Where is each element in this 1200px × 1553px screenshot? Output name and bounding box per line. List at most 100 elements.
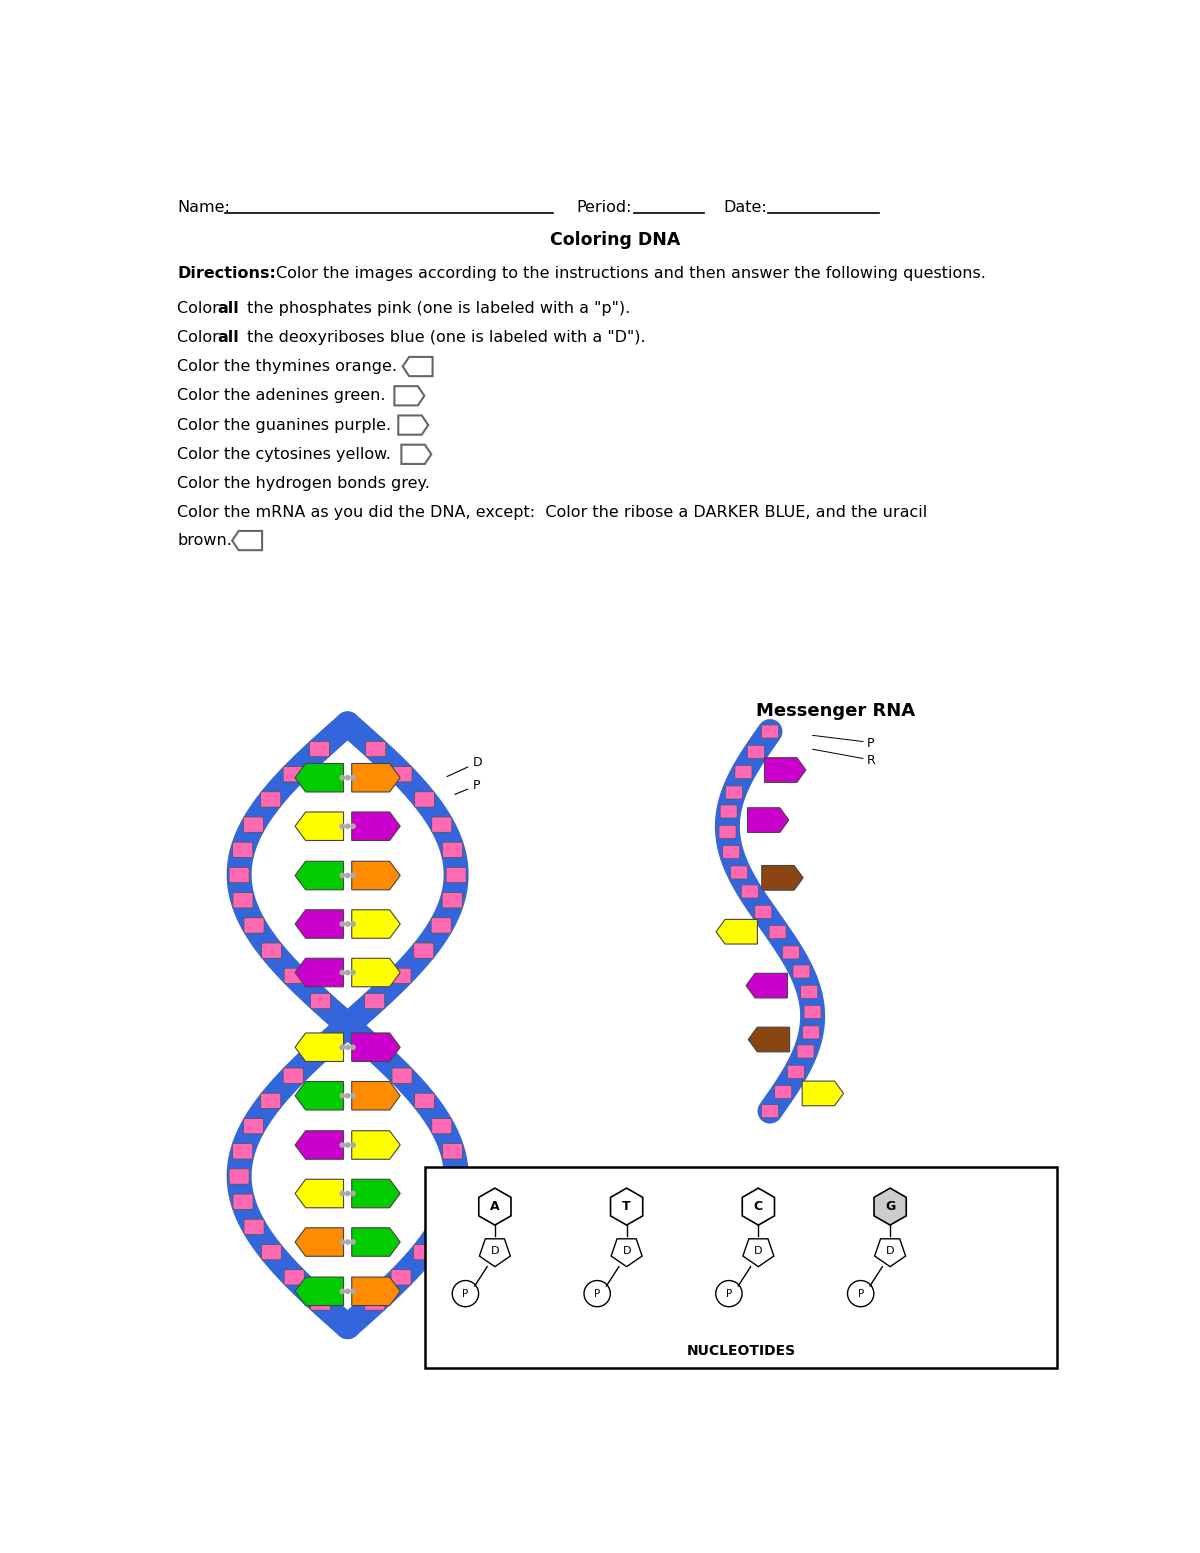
FancyBboxPatch shape xyxy=(283,1068,304,1084)
FancyBboxPatch shape xyxy=(720,804,737,818)
FancyBboxPatch shape xyxy=(366,1042,386,1058)
FancyBboxPatch shape xyxy=(311,1295,331,1311)
FancyBboxPatch shape xyxy=(800,985,817,999)
Polygon shape xyxy=(716,919,757,944)
Text: P: P xyxy=(462,1289,468,1298)
FancyBboxPatch shape xyxy=(284,1270,305,1284)
Circle shape xyxy=(340,1093,344,1098)
FancyBboxPatch shape xyxy=(731,867,748,879)
Text: Period:: Period: xyxy=(576,200,631,216)
FancyBboxPatch shape xyxy=(804,1005,821,1019)
Circle shape xyxy=(340,1289,344,1294)
Circle shape xyxy=(340,1239,344,1244)
Circle shape xyxy=(340,775,344,780)
FancyBboxPatch shape xyxy=(755,905,772,918)
Text: Color the images according to the instructions and then answer the following que: Color the images according to the instru… xyxy=(276,266,986,281)
FancyBboxPatch shape xyxy=(726,786,743,798)
Circle shape xyxy=(350,1045,355,1050)
Circle shape xyxy=(346,1093,349,1098)
FancyBboxPatch shape xyxy=(391,968,412,983)
FancyBboxPatch shape xyxy=(443,842,463,857)
FancyBboxPatch shape xyxy=(414,1093,434,1109)
FancyBboxPatch shape xyxy=(742,885,758,898)
Polygon shape xyxy=(403,357,432,376)
Polygon shape xyxy=(352,764,401,792)
Text: P: P xyxy=(455,780,481,795)
Circle shape xyxy=(346,971,349,975)
FancyBboxPatch shape xyxy=(734,766,752,778)
FancyBboxPatch shape xyxy=(414,943,434,958)
Polygon shape xyxy=(295,1277,343,1306)
Circle shape xyxy=(346,922,349,926)
Polygon shape xyxy=(743,1188,774,1225)
Polygon shape xyxy=(352,862,401,890)
FancyBboxPatch shape xyxy=(775,1086,792,1098)
FancyBboxPatch shape xyxy=(310,1042,330,1058)
Circle shape xyxy=(350,825,355,828)
FancyBboxPatch shape xyxy=(284,968,305,983)
FancyBboxPatch shape xyxy=(442,893,462,909)
FancyBboxPatch shape xyxy=(229,1169,250,1185)
FancyBboxPatch shape xyxy=(425,1166,1057,1368)
Circle shape xyxy=(346,1239,349,1244)
Polygon shape xyxy=(295,1131,343,1159)
FancyBboxPatch shape xyxy=(414,1244,434,1259)
FancyBboxPatch shape xyxy=(762,1104,779,1118)
Polygon shape xyxy=(352,1033,401,1061)
FancyBboxPatch shape xyxy=(366,741,386,756)
Circle shape xyxy=(452,1281,479,1306)
Polygon shape xyxy=(352,1228,401,1256)
Text: Color: Color xyxy=(178,301,224,315)
Circle shape xyxy=(346,1143,349,1148)
Polygon shape xyxy=(875,1239,906,1267)
Circle shape xyxy=(340,873,344,877)
Text: brown.: brown. xyxy=(178,533,232,548)
Polygon shape xyxy=(395,387,425,405)
FancyBboxPatch shape xyxy=(244,1219,264,1235)
Text: Directions:: Directions: xyxy=(178,266,276,281)
FancyBboxPatch shape xyxy=(782,946,799,958)
FancyBboxPatch shape xyxy=(391,1270,412,1284)
Text: the deoxyriboses blue (one is labeled with a "D").: the deoxyriboses blue (one is labeled wi… xyxy=(242,329,646,345)
Text: P: P xyxy=(866,736,875,750)
Text: all: all xyxy=(217,329,239,345)
Text: D: D xyxy=(623,1246,631,1256)
Circle shape xyxy=(340,922,344,926)
FancyBboxPatch shape xyxy=(432,1118,452,1134)
FancyBboxPatch shape xyxy=(365,994,385,1009)
Circle shape xyxy=(350,922,355,926)
Circle shape xyxy=(715,1281,742,1306)
Text: Date:: Date: xyxy=(724,200,767,216)
Text: D: D xyxy=(886,1246,894,1256)
Polygon shape xyxy=(295,862,343,890)
Text: Color the hydrogen bonds grey.: Color the hydrogen bonds grey. xyxy=(178,477,430,491)
Circle shape xyxy=(340,1191,344,1196)
Text: Name:: Name: xyxy=(178,200,230,216)
Polygon shape xyxy=(762,865,803,890)
Text: Color: Color xyxy=(178,329,224,345)
Polygon shape xyxy=(802,1081,844,1106)
FancyBboxPatch shape xyxy=(719,825,736,839)
FancyBboxPatch shape xyxy=(233,1194,253,1210)
FancyBboxPatch shape xyxy=(283,767,304,781)
Polygon shape xyxy=(295,1081,343,1110)
FancyBboxPatch shape xyxy=(260,1093,281,1109)
Polygon shape xyxy=(352,910,401,938)
Text: D: D xyxy=(754,1246,763,1256)
Text: P: P xyxy=(594,1289,600,1298)
FancyBboxPatch shape xyxy=(233,842,253,857)
FancyBboxPatch shape xyxy=(442,1194,462,1210)
FancyBboxPatch shape xyxy=(392,767,412,781)
Text: Color the guanines purple.: Color the guanines purple. xyxy=(178,418,391,433)
Circle shape xyxy=(340,825,344,828)
Text: Coloring DNA: Coloring DNA xyxy=(550,231,680,250)
Polygon shape xyxy=(743,1239,774,1267)
Circle shape xyxy=(346,873,349,877)
Polygon shape xyxy=(749,1027,790,1051)
Text: all: all xyxy=(217,301,239,315)
Polygon shape xyxy=(748,808,788,832)
Text: P: P xyxy=(726,1289,732,1298)
Polygon shape xyxy=(295,1033,343,1061)
Polygon shape xyxy=(295,812,343,840)
Text: T: T xyxy=(623,1200,631,1213)
